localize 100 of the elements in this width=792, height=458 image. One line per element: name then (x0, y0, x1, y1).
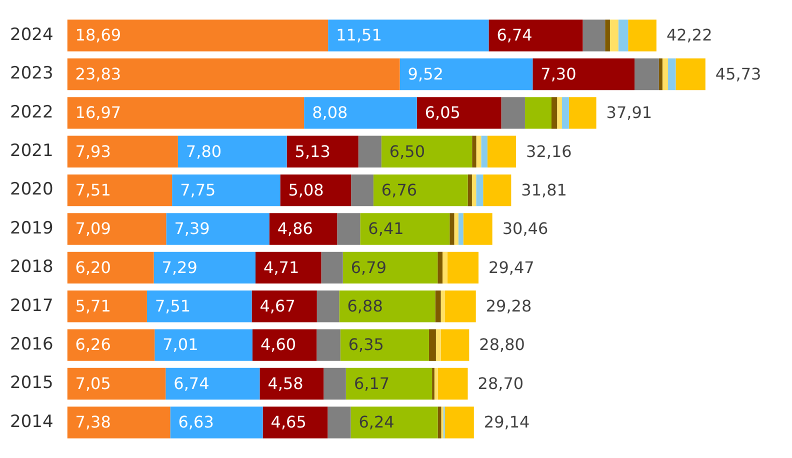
bar (610, 20, 618, 52)
bar (252, 329, 317, 361)
data-label: 6,05 (424, 103, 460, 122)
bar (476, 136, 482, 168)
bar (628, 20, 656, 52)
total-label: 30,46 (502, 219, 548, 238)
total-label: 37,91 (606, 103, 652, 122)
bar (262, 406, 328, 438)
bar (438, 252, 443, 284)
bar (524, 97, 552, 129)
data-label: 6,74 (496, 26, 532, 45)
total-label: 28,70 (478, 374, 524, 393)
data-label: 7,09 (75, 219, 111, 238)
bar (328, 20, 489, 52)
data-label: 6,79 (350, 258, 386, 277)
bar (434, 368, 438, 400)
y-tick-label: 2020 (10, 180, 54, 200)
total-label: 31,81 (521, 180, 567, 200)
bar (337, 213, 360, 245)
bar (67, 406, 170, 438)
data-label: 4,60 (260, 335, 296, 354)
bar (304, 97, 417, 129)
total-label: 28,80 (479, 335, 525, 354)
data-label: 6,41 (368, 219, 404, 238)
bar (557, 97, 562, 129)
bar (67, 20, 328, 52)
bar (440, 290, 446, 322)
bar (668, 58, 676, 90)
bar (67, 136, 178, 168)
bar (360, 213, 450, 245)
bar (458, 213, 464, 245)
bar (447, 252, 479, 284)
y-tick-label: 2021 (10, 141, 54, 162)
bar (468, 174, 472, 206)
data-label: 6,74 (174, 374, 210, 393)
bar (428, 329, 436, 361)
bar (178, 136, 287, 168)
bar (346, 368, 432, 400)
data-label: 6,17 (354, 374, 390, 393)
data-label: 6,20 (75, 258, 111, 277)
y-tick-label: 2014 (10, 412, 54, 432)
data-label: 6,63 (178, 412, 214, 432)
bar (260, 368, 324, 400)
bar (146, 290, 252, 322)
bar (476, 174, 484, 206)
y-tick-label: 2022 (10, 102, 54, 122)
bar (442, 252, 448, 284)
data-label: 5,71 (75, 296, 111, 316)
bar (358, 136, 382, 168)
bar (435, 290, 441, 322)
data-label: 7,29 (162, 258, 198, 277)
data-label: 7,01 (162, 335, 198, 354)
bar (316, 329, 340, 361)
data-label: 7,51 (75, 180, 111, 200)
y-tick-label: 2024 (10, 24, 54, 45)
bar (351, 174, 374, 206)
bar (324, 368, 346, 400)
y-tick-label: 2016 (10, 334, 54, 354)
bar (582, 20, 606, 52)
bar (444, 406, 474, 438)
bar (67, 252, 154, 284)
bar (662, 58, 668, 90)
bar (487, 136, 516, 168)
bar (400, 58, 533, 90)
bar (532, 58, 635, 90)
bar (154, 329, 252, 361)
data-label: 7,80 (186, 142, 222, 161)
data-label: 7,39 (174, 219, 210, 238)
bar (172, 174, 280, 206)
data-label: 11,51 (336, 26, 382, 45)
bar (67, 174, 172, 206)
bar (321, 252, 343, 284)
data-label: 4,67 (260, 296, 296, 316)
bar (568, 97, 596, 129)
bar (67, 290, 147, 322)
bar (67, 368, 166, 400)
bar (463, 213, 492, 245)
data-label: 6,88 (347, 296, 383, 316)
bar (166, 368, 260, 400)
bar (166, 213, 270, 245)
bar (67, 58, 400, 90)
total-label: 42,22 (666, 26, 712, 45)
bar (170, 406, 263, 438)
data-label: 7,93 (75, 142, 111, 161)
data-label: 23,83 (75, 64, 122, 84)
bar (472, 174, 476, 206)
data-label: 6,24 (358, 412, 394, 432)
bar (658, 58, 662, 90)
total-label: 45,73 (715, 64, 762, 84)
data-label: 4,58 (268, 374, 304, 393)
bar (483, 174, 512, 206)
bar (67, 213, 166, 245)
y-tick-label: 2015 (10, 373, 54, 394)
y-tick-label: 2017 (10, 296, 54, 316)
bar (454, 213, 458, 245)
data-label: 6,50 (389, 142, 426, 161)
bar (562, 97, 569, 129)
bar (328, 406, 351, 438)
bar (488, 20, 583, 52)
bar (605, 20, 610, 52)
